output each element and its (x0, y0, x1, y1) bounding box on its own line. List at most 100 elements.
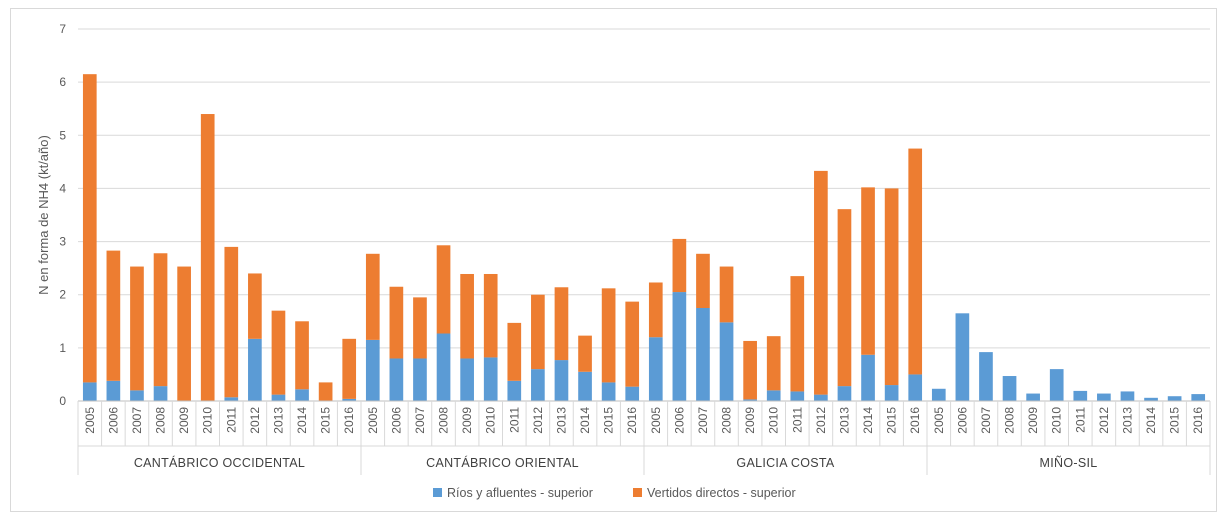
x-tick-label: 2011 (224, 407, 238, 433)
x-tick-label: 2006 (955, 407, 969, 434)
bar-rios (460, 358, 474, 401)
x-tick-label: 2014 (295, 407, 309, 434)
bar-vertidos (790, 276, 805, 392)
x-tick-label: 2009 (460, 407, 474, 434)
bar-rios (1002, 376, 1017, 401)
bar-rios (248, 338, 262, 401)
bar-vertidos (248, 273, 262, 339)
x-tick-label: 2014 (1144, 407, 1158, 434)
bar-vertidos (531, 294, 545, 370)
bar-rios (554, 360, 569, 401)
x-tick-label: 2015 (602, 407, 616, 434)
x-tick-label: 2007 (130, 407, 144, 434)
bar-rios (790, 391, 805, 401)
x-tick-label: 2006 (106, 407, 120, 434)
y-tick-label: 5 (59, 128, 66, 142)
bar-vertidos (460, 273, 474, 359)
bar-rios (884, 385, 899, 401)
bar-rios (271, 394, 286, 401)
bar-vertidos (177, 266, 191, 401)
x-tick-label: 2013 (271, 407, 285, 434)
bar-rios (1191, 394, 1206, 401)
y-tick-label: 2 (59, 288, 66, 302)
bar-rios (672, 292, 687, 401)
x-tick-label: 2015 (319, 407, 333, 434)
bar-vertidos (153, 253, 168, 387)
bar-vertidos (483, 273, 498, 358)
bar-vertidos (130, 266, 144, 391)
x-tick-label: 2013 (837, 407, 851, 434)
bar-rios (130, 390, 144, 401)
x-tick-label: 2016 (625, 407, 639, 434)
x-tick-label: 2010 (1050, 407, 1064, 434)
bar-rios (743, 399, 757, 401)
x-tick-label: 2008 (154, 407, 168, 434)
y-tick-label: 6 (59, 75, 66, 89)
bar-rios (837, 386, 852, 401)
bar-vertidos (696, 253, 710, 308)
x-tick-label: 2005 (366, 407, 380, 434)
bar-vertidos (436, 245, 451, 334)
legend-swatch-rios (433, 488, 442, 497)
bar-rios (82, 382, 97, 401)
bar-rios (814, 394, 828, 401)
x-tick-label: 2015 (885, 407, 899, 434)
bar-rios (224, 397, 239, 401)
x-axis: 2005 2006 2007 2008 2009 2010 2011 2012 2013 2014… (77, 400, 1211, 475)
y-tick-label: 4 (59, 181, 66, 195)
bar-rios (153, 386, 168, 401)
bar-rios (365, 339, 380, 401)
group-label: MIÑO-SIL (1040, 456, 1098, 470)
legend-label-rios: Ríos y afluentes - superior (447, 486, 593, 500)
y-tick-label: 3 (59, 235, 66, 249)
x-tick-label: 2011 (1073, 407, 1087, 433)
bar-vertidos (224, 246, 239, 398)
bar-rios (436, 333, 451, 401)
x-tick-label: 2012 (814, 407, 828, 434)
bar-vertidos (743, 340, 757, 400)
bar-vertidos (648, 282, 663, 338)
x-tick-label: 2013 (554, 407, 568, 434)
bar-rios (931, 388, 946, 401)
bar-vertidos (106, 250, 121, 381)
bar-vertidos (271, 310, 286, 395)
bar-rios (413, 358, 427, 401)
x-tick-label: 2010 (201, 407, 215, 434)
bar-rios (719, 322, 734, 401)
x-tick-label: 2014 (861, 407, 875, 434)
bar-rios (601, 382, 616, 401)
x-tick-label: 2010 (767, 407, 781, 434)
bar-rios (1049, 369, 1064, 401)
group-label: CANTÁBRICO OCCIDENTAL (134, 455, 305, 470)
bar-vertidos (318, 382, 333, 401)
x-tick-label: 2016 (1191, 407, 1205, 434)
bar-vertidos (389, 286, 404, 359)
x-tick-label: 2012 (1097, 407, 1111, 434)
bar-rios (861, 354, 875, 401)
gridlines (78, 28, 1210, 349)
bar-vertidos (837, 209, 852, 387)
bar-vertidos (578, 335, 592, 372)
x-tick-label: 2012 (531, 407, 545, 434)
bar-vertidos (413, 297, 427, 359)
legend-swatch-vertidos (633, 488, 642, 497)
bar-rios (1144, 397, 1158, 401)
bar-vertidos (908, 148, 923, 375)
bar-rios (578, 371, 592, 401)
bar-vertidos (814, 170, 828, 395)
bar-vertidos (884, 188, 899, 386)
group-label: GALICIA COSTA (736, 456, 835, 470)
bar-vertidos (365, 253, 380, 340)
x-tick-label: 2008 (437, 407, 451, 434)
y-axis-label: N en forma de NH4 (kt/año) (36, 135, 51, 295)
x-tick-label: 2009 (177, 407, 191, 434)
x-tick-label: 2012 (248, 407, 262, 434)
bar-rios (507, 380, 522, 401)
group-label: CANTÁBRICO ORIENTAL (426, 455, 579, 470)
x-tick-label: 2007 (979, 407, 993, 434)
bar-vertidos (625, 301, 640, 387)
bar-vertidos (507, 322, 522, 381)
y-axis-ticks: 0 1 2 3 4 5 6 7 (59, 22, 66, 408)
bar-rios (766, 390, 781, 401)
